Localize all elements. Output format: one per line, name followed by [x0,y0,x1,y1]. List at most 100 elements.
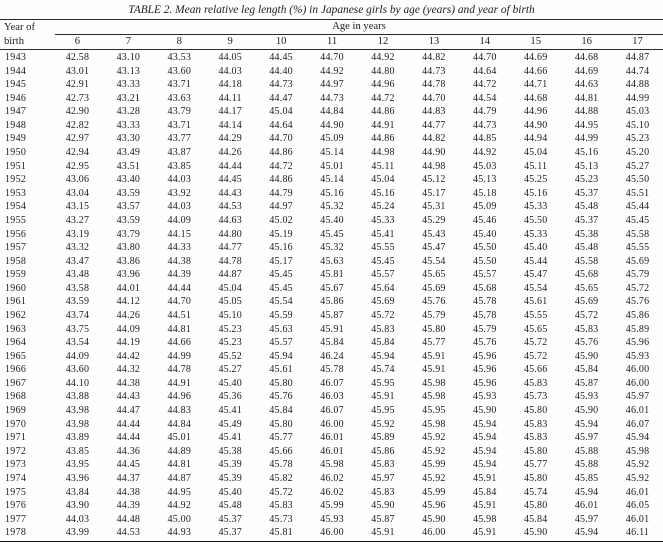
value-cell: 45.09 [320,133,344,145]
value-cell: 45.41 [371,228,395,240]
value-cell: 45.59 [269,309,293,321]
value-cell: 45.83 [523,432,548,444]
value-cell: 45.47 [422,242,446,254]
value-cell: 44.66 [523,65,548,77]
value-cell: 43.54 [65,337,90,349]
year-of-birth-cell: 1951 [5,160,27,172]
value-cell: 45.87 [320,309,344,321]
value-cell: 44.86 [269,174,293,186]
value-cell: 45.93 [320,513,344,525]
value-cell: 44.77 [218,242,242,254]
value-cell: 43.57 [116,201,141,213]
table-row: 1973 43.95 44.45 44.81 45.39 45.78 45.98 45.83 4… [0,458,663,472]
value-cell: 45.99 [422,459,446,471]
value-cell: 45.84 [523,513,548,525]
table-row: 1962 43.74 44.26 44.51 45.10 45.59 45.87 45.72 4… [0,309,663,323]
value-cell: 44.38 [116,486,141,498]
value-cell: 45.27 [218,364,242,376]
value-cell: 45.32 [320,242,344,254]
value-cell: 45.92 [625,459,650,471]
value-cell: 45.91 [371,527,395,539]
value-cell: 45.63 [269,323,293,335]
value-cell: 44.38 [116,377,141,389]
value-cell: 45.68 [473,282,497,294]
value-cell: 44.69 [523,52,548,63]
year-of-birth-cell: 1970 [5,418,27,430]
value-cell: 45.50 [473,242,497,254]
value-cell: 45.48 [218,500,242,512]
value-cell: 44.85 [473,133,497,145]
value-cell: 45.99 [320,500,344,512]
value-cell: 45.47 [523,269,548,281]
value-cell: 45.45 [625,214,650,226]
value-cell: 43.59 [116,187,141,199]
value-cell: 45.13 [574,160,599,172]
year-of-birth-cell: 1947 [5,106,27,118]
value-cell: 46.07 [320,405,344,417]
table-row: 1958 43.47 43.86 44.38 44.78 45.17 45.63 45.45 4… [0,255,663,269]
table-row: 1977 44.03 44.48 45.00 45.37 45.73 45.93 45.87 4… [0,513,663,527]
value-cell: 44.89 [167,445,192,457]
value-cell: 45.91 [320,323,344,335]
value-cell: 45.10 [218,309,242,321]
value-cell: 45.72 [371,309,395,321]
value-cell: 45.65 [523,323,548,335]
value-cell: 45.51 [625,187,650,199]
table-body: 1943 42.58 43.10 43.53 44.05 44.45 44.70 44.92 4… [0,51,663,540]
value-cell: 45.64 [371,282,395,294]
value-cell: 45.40 [523,242,548,254]
value-cell: 45.19 [269,228,293,240]
table-row: 1971 43.89 44.44 45.01 45.41 45.77 46.01 45.89 4… [0,431,663,445]
value-cell: 45.94 [473,445,497,457]
value-cell: 44.78 [167,364,192,376]
value-cell: 44.11 [218,92,242,104]
value-cell: 44.39 [167,269,192,281]
value-cell: 44.44 [116,418,141,430]
value-cell: 45.48 [574,201,599,213]
value-cell: 45.98 [422,418,446,430]
year-of-birth-cell: 1948 [5,119,27,131]
value-cell: 43.75 [65,323,90,335]
value-cell: 45.43 [422,228,446,240]
value-cell: 46.01 [320,445,344,457]
value-cell: 45.16 [574,147,599,159]
value-cell: 42.91 [65,79,90,91]
value-cell: 45.33 [371,214,395,226]
year-of-birth-cell: 1977 [5,513,27,525]
year-of-birth-cell: 1971 [5,432,27,444]
year-of-birth-cell: 1953 [5,187,27,199]
table-row: 1960 43.58 44.01 44.44 45.04 45.45 45.67 45.64 4… [0,282,663,296]
value-cell: 45.58 [625,228,650,240]
value-cell: 45.76 [473,337,497,349]
value-cell: 43.80 [116,242,141,254]
value-cell: 44.15 [167,228,192,240]
value-cell: 45.01 [320,160,344,172]
year-of-birth-cell: 1973 [5,459,27,471]
year-of-birth-cell: 1957 [5,242,27,254]
value-cell: 45.93 [574,391,599,403]
year-of-birth-cell: 1959 [5,269,27,281]
year-of-birth-cell: 1950 [5,147,27,159]
value-cell: 44.81 [167,323,192,335]
value-cell: 45.93 [473,391,497,403]
value-cell: 45.68 [574,269,599,281]
table-row: 1966 43.60 44.32 44.78 45.27 45.61 45.78 45.74 4… [0,363,663,377]
value-cell: 45.45 [269,282,293,294]
value-cell: 44.53 [116,527,141,539]
value-cell: 45.88 [574,445,599,457]
value-cell: 43.21 [116,92,141,104]
top-rule [0,19,663,20]
value-cell: 44.94 [523,133,548,145]
table-row: 1950 42.94 43.49 43.87 44.26 44.86 45.14 44.98 4… [0,146,663,160]
value-cell: 43.59 [65,296,90,308]
value-cell: 44.83 [167,405,192,417]
value-cell: 44.79 [269,187,293,199]
value-cell: 45.84 [269,405,293,417]
value-cell: 46.11 [625,527,650,539]
value-cell: 44.72 [269,160,293,172]
value-cell: 45.81 [269,527,293,539]
value-cell: 45.72 [523,350,548,362]
value-cell: 43.10 [116,52,141,63]
year-of-birth-cell: 1955 [5,214,27,226]
value-cell: 43.60 [65,364,90,376]
